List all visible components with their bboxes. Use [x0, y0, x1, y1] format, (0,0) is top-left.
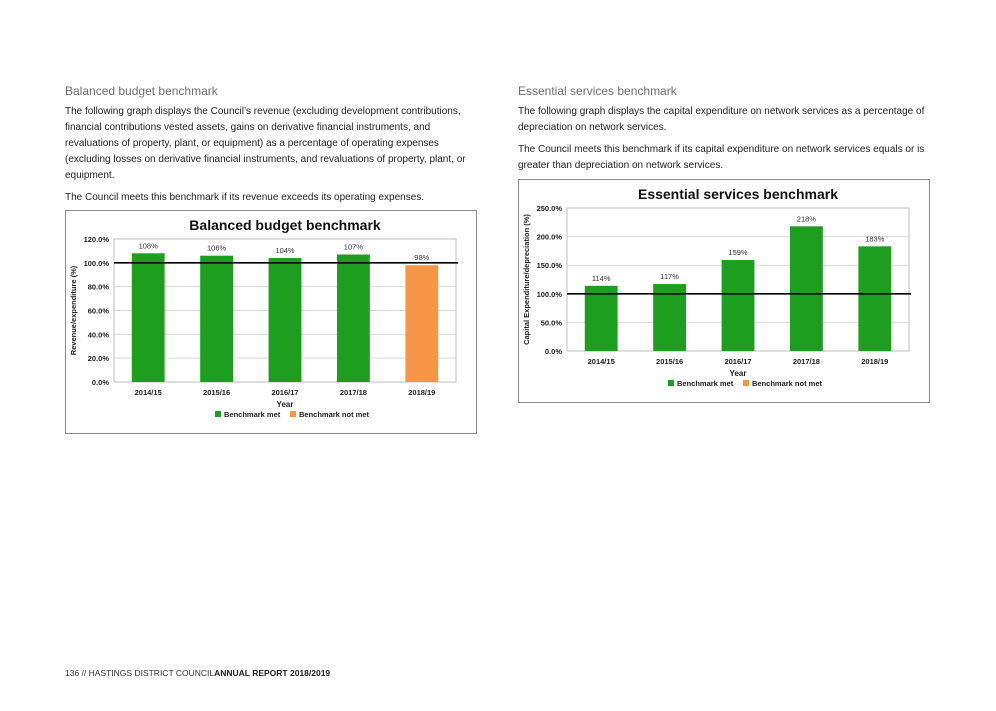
legend-entry: Benchmark not met	[752, 379, 823, 388]
bar	[721, 260, 755, 351]
legend-swatch	[215, 411, 221, 417]
balanced-budget-criteria: The Council meets this benchmark if its …	[65, 192, 425, 203]
legend-entry: Benchmark met	[677, 379, 734, 388]
left-column: Balanced budget benchmark The following …	[65, 84, 477, 212]
bar	[336, 254, 370, 382]
balanced-budget-description: The following graph displays the Council…	[65, 106, 466, 181]
bar	[405, 265, 439, 382]
y-axis-label: Revenue/expenditure (%)	[69, 265, 78, 355]
essential-services-description: The following graph displays the capital…	[518, 106, 925, 133]
right-column: Essential services benchmark The followi…	[518, 84, 930, 180]
x-tick-label: 2016/17	[724, 357, 751, 366]
y-tick-label: 0.0%	[545, 347, 562, 356]
data-label: 114%	[592, 274, 611, 283]
bar	[789, 226, 823, 351]
y-tick-label: 100.0%	[537, 290, 563, 299]
data-label: 218%	[797, 214, 817, 223]
x-tick-label: 2015/16	[656, 357, 683, 366]
y-tick-label: 150.0%	[537, 261, 563, 270]
data-label: 106%	[207, 244, 227, 253]
bar	[200, 255, 234, 382]
footer-report-title: ANNUAL REPORT 2018/2019	[214, 668, 331, 678]
y-tick-label: 50.0%	[541, 318, 563, 327]
data-label: 117%	[660, 272, 679, 281]
x-axis-label: Year	[277, 400, 294, 409]
bar	[131, 253, 165, 382]
legend-swatch	[290, 411, 296, 417]
y-tick-label: 200.0%	[537, 233, 563, 242]
essential-services-section-title: Essential services benchmark	[518, 84, 677, 98]
x-tick-label: 2015/16	[203, 388, 230, 397]
y-tick-label: 80.0%	[88, 283, 110, 292]
y-tick-label: 120.0%	[84, 235, 110, 244]
essential-services-chart: Essential services benchmark 0.0% 50.0% 100…	[518, 179, 930, 403]
bar	[584, 285, 618, 351]
x-tick-label: 2016/17	[271, 388, 298, 397]
balanced-budget-chart: Balanced budget benchmark 0.0% 20.0% 40.0% 6…	[65, 210, 477, 434]
y-tick-label: 250.0%	[537, 204, 563, 213]
data-label: 108%	[139, 241, 159, 250]
data-label: 159%	[728, 248, 748, 257]
x-tick-label: 2017/18	[340, 388, 367, 397]
y-tick-label: 0.0%	[92, 378, 109, 387]
data-label: 107%	[344, 242, 364, 251]
x-tick-label: 2014/15	[588, 357, 615, 366]
x-tick-label: 2018/19	[408, 388, 435, 397]
x-axis-label: Year	[730, 369, 747, 378]
chart-title: Balanced budget benchmark	[189, 217, 381, 233]
x-tick-label: 2018/19	[861, 357, 888, 366]
legend-swatch	[668, 380, 674, 386]
y-tick-label: 60.0%	[88, 307, 110, 316]
bar	[268, 258, 302, 382]
y-axis-label: Capital Expenditure/depreciation (%)	[522, 214, 531, 345]
bar	[858, 246, 892, 351]
legend-swatch	[743, 380, 749, 386]
y-tick-label: 20.0%	[88, 354, 110, 363]
x-tick-label: 2017/18	[793, 357, 820, 366]
y-tick-label: 40.0%	[88, 330, 110, 339]
data-label: 183%	[865, 234, 885, 243]
legend-entry: Benchmark met	[224, 410, 281, 419]
footer-page-label: 136 // HASTINGS DISTRICT COUNCIL	[65, 668, 215, 678]
essential-services-criteria: The Council meets this benchmark if its …	[518, 144, 925, 171]
y-tick-label: 100.0%	[84, 259, 110, 268]
chart-title: Essential services benchmark	[638, 186, 838, 202]
x-tick-label: 2014/15	[135, 388, 162, 397]
data-label: 98%	[414, 253, 429, 262]
bar	[653, 284, 687, 351]
data-label: 104%	[275, 246, 295, 255]
page-footer: 136 // HASTINGS DISTRICT COUNCILANNUAL R…	[65, 668, 330, 678]
legend-entry: Benchmark not met	[299, 410, 370, 419]
balanced-budget-section-title: Balanced budget benchmark	[65, 84, 218, 98]
